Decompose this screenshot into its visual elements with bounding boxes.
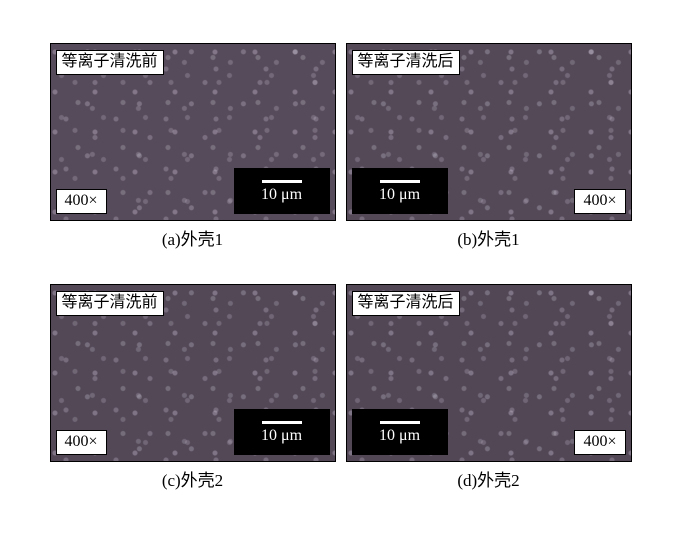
scale-box: 10 μm [234, 409, 330, 455]
micrograph-frame: 等离子清洗后 400× 10 μm [346, 43, 632, 221]
micrograph-frame: 等离子清洗前 400× 10 μm [50, 43, 336, 221]
micrograph-frame: 等离子清洗前 400× 10 μm [50, 284, 336, 462]
scale-bar [380, 421, 420, 424]
condition-label: 等离子清洗前 [56, 291, 164, 316]
figure-panel: 等离子清洗后 400× 10 μm (b)外壳1 [346, 43, 632, 250]
panel-caption: (d)外壳2 [457, 466, 519, 491]
scale-text: 10 μm [379, 187, 420, 203]
condition-label: 等离子清洗前 [56, 50, 164, 75]
magnification-label: 400× [574, 430, 625, 455]
figure-panel: 等离子清洗前 400× 10 μm (a)外壳1 [50, 43, 336, 250]
panel-caption: (a)外壳1 [162, 225, 223, 250]
scale-bar [380, 180, 420, 183]
condition-label: 等离子清洗后 [352, 291, 460, 316]
panel-caption: (c)外壳2 [162, 466, 223, 491]
scale-box: 10 μm [352, 409, 448, 455]
magnification-label: 400× [574, 189, 625, 214]
figure-panel: 等离子清洗前 400× 10 μm (c)外壳2 [50, 284, 336, 491]
scale-bar [262, 421, 302, 424]
scale-bar [262, 180, 302, 183]
magnification-label: 400× [56, 430, 107, 455]
scale-text: 10 μm [379, 428, 420, 444]
scale-text: 10 μm [261, 428, 302, 444]
scale-text: 10 μm [261, 187, 302, 203]
figure-panel: 等离子清洗后 400× 10 μm (d)外壳2 [346, 284, 632, 491]
scale-box: 10 μm [352, 168, 448, 214]
magnification-label: 400× [56, 189, 107, 214]
micrograph-frame: 等离子清洗后 400× 10 μm [346, 284, 632, 462]
condition-label: 等离子清洗后 [352, 50, 460, 75]
scale-box: 10 μm [234, 168, 330, 214]
panel-caption: (b)外壳1 [457, 225, 519, 250]
